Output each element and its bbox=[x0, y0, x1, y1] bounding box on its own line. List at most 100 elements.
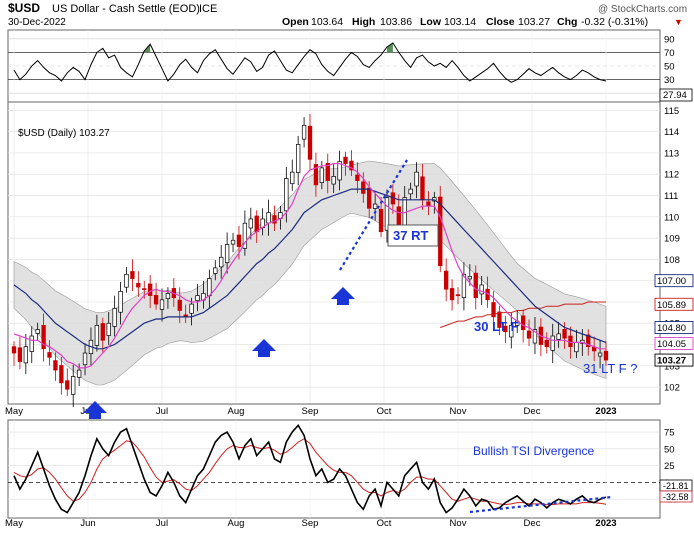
candle-body bbox=[307, 125, 313, 160]
candle-body bbox=[207, 278, 212, 297]
moving-average-fast bbox=[13, 163, 606, 369]
price-tick-label: 112 bbox=[664, 170, 679, 181]
tsi-tick-label: 25 bbox=[664, 461, 675, 472]
candle-body bbox=[254, 215, 259, 233]
candle-body bbox=[266, 212, 271, 224]
price-tick-label: 109 bbox=[664, 234, 680, 245]
candle-body bbox=[491, 302, 496, 318]
candle-body bbox=[526, 330, 532, 339]
candle-body bbox=[53, 360, 58, 371]
candle-body bbox=[65, 380, 70, 390]
price-tag-label: 104.80 bbox=[657, 323, 686, 334]
tsi-last-value-1: -21.81 bbox=[663, 481, 689, 491]
price-tag-box bbox=[654, 337, 694, 350]
candle-body bbox=[124, 273, 129, 288]
candle-body bbox=[479, 284, 484, 295]
candle-body bbox=[426, 201, 431, 207]
candle-body bbox=[177, 299, 182, 311]
candle-body bbox=[301, 124, 307, 140]
candle-body bbox=[325, 163, 330, 181]
low-value: 103.14 bbox=[444, 16, 476, 28]
rsi-panel: 9070503010 27.94 bbox=[7, 29, 693, 103]
candle-body bbox=[574, 342, 579, 353]
chg-value: -0.32 (-0.31%) bbox=[581, 16, 648, 28]
rsi-overbought-fill bbox=[387, 42, 393, 53]
tsi-signal-line bbox=[13, 438, 607, 506]
candle-body bbox=[562, 329, 567, 339]
annotation-30ltf: 30 LT F bbox=[474, 319, 519, 334]
candle-body bbox=[520, 315, 526, 330]
candle-body bbox=[153, 295, 159, 305]
price-tick-label: 115 bbox=[664, 106, 679, 117]
candle-body bbox=[509, 325, 514, 338]
candle-body bbox=[295, 144, 301, 173]
candle-body bbox=[396, 206, 401, 226]
price-tick-label: 108 bbox=[664, 255, 680, 266]
tsi-line bbox=[13, 424, 607, 514]
low-label: Low bbox=[420, 16, 442, 28]
close-value: 103.27 bbox=[518, 16, 550, 28]
candle-body bbox=[384, 197, 390, 231]
tsi-x-tick-label: Jun bbox=[80, 518, 95, 528]
price-series-label: $USD (Daily) 103.27 bbox=[18, 128, 110, 139]
x-tick-label: 2023 bbox=[595, 406, 616, 417]
candle-body bbox=[438, 196, 443, 267]
price-tag-box bbox=[654, 353, 694, 367]
price-panel: 1021031041051061071081091101111121131141… bbox=[5, 101, 694, 419]
moving-average-mid bbox=[13, 188, 607, 350]
rsi-line bbox=[13, 42, 607, 83]
x-tick-label: Dec bbox=[524, 406, 541, 417]
rsi-gridlines bbox=[8, 30, 660, 102]
candle-body bbox=[361, 181, 366, 194]
candle-body bbox=[473, 272, 478, 299]
close-label: Close bbox=[486, 16, 515, 28]
candle-body bbox=[82, 352, 88, 366]
chg-label: Chg bbox=[557, 16, 577, 28]
open-value: 103.64 bbox=[311, 16, 343, 28]
x-tick-label: Oct bbox=[377, 406, 392, 417]
tsi-x-tick-label: Sep bbox=[302, 518, 319, 528]
tsi-x-tick-label: Aug bbox=[228, 518, 245, 528]
candle-body bbox=[443, 270, 449, 290]
candle-body bbox=[532, 329, 538, 344]
candle-body bbox=[159, 299, 165, 310]
candle-body bbox=[414, 171, 419, 187]
candle-body bbox=[597, 352, 603, 357]
candle-body bbox=[343, 156, 348, 164]
candle-body bbox=[284, 178, 289, 212]
candle-body bbox=[100, 323, 105, 341]
candle-body bbox=[313, 164, 319, 186]
candle-body bbox=[378, 208, 384, 233]
candle-body bbox=[17, 347, 23, 362]
x-tick-label: Sep bbox=[302, 406, 319, 417]
candle-body bbox=[420, 176, 425, 201]
candle-body bbox=[106, 322, 111, 336]
moving-average-slow bbox=[440, 301, 606, 328]
tsi-x-tick-label: Nov bbox=[450, 518, 467, 528]
tsi-annotation: Bullish TSI Divergence bbox=[473, 444, 594, 458]
x-tick-label: Aug bbox=[228, 406, 245, 417]
candle-body bbox=[461, 273, 467, 298]
candle-body bbox=[544, 339, 549, 348]
x-tick-label: Jul bbox=[156, 406, 168, 417]
price-tag-box bbox=[654, 274, 694, 288]
candle-body bbox=[219, 256, 224, 268]
tsi-frame bbox=[7, 419, 661, 519]
price-tag-box bbox=[654, 297, 694, 311]
candle-body bbox=[71, 376, 76, 395]
candle-body bbox=[47, 352, 52, 358]
candle-body bbox=[349, 160, 354, 171]
rsi-tick-label: 50 bbox=[664, 62, 675, 73]
price-tick-label: 110 bbox=[664, 212, 679, 223]
rsi-last-value: 27.94 bbox=[663, 90, 687, 101]
tsi-tick-label: 75 bbox=[664, 428, 675, 439]
candle-body bbox=[11, 346, 17, 354]
x-tick-label: May bbox=[5, 406, 23, 417]
candle-body bbox=[272, 215, 277, 224]
price-tag-label: 107.00 bbox=[657, 276, 686, 287]
candle-body bbox=[23, 346, 29, 364]
tsi-x-tick-label: Dec bbox=[524, 518, 541, 528]
high-value: 103.86 bbox=[380, 16, 412, 28]
chart-date: 30-Dec-2022 bbox=[8, 17, 66, 28]
